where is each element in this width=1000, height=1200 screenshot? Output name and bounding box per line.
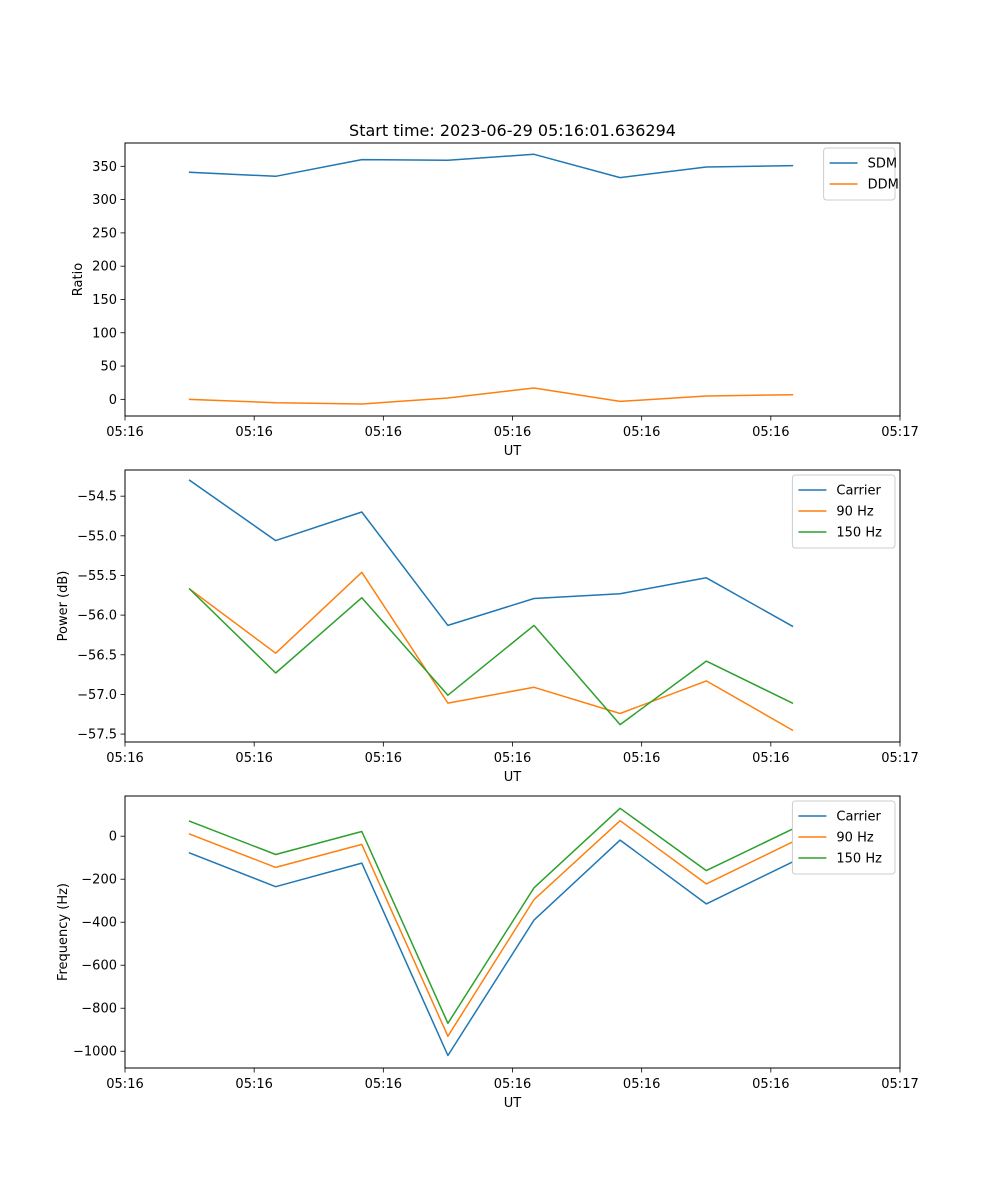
y-tick-label: 350 xyxy=(92,160,117,175)
x-tick-label: 05:16 xyxy=(752,425,789,440)
series-line-sdm xyxy=(188,153,794,179)
y-axis-label: Power (dB) xyxy=(56,571,71,642)
x-axis-label: UT xyxy=(504,770,522,785)
y-tick-label: −56.5 xyxy=(77,648,117,663)
x-tick-label: 05:17 xyxy=(881,751,918,766)
x-tick-label: 05:17 xyxy=(881,1077,918,1092)
x-tick-label: 05:16 xyxy=(106,751,143,766)
x-tick-label: 05:16 xyxy=(235,751,272,766)
legend-label: 90 Hz xyxy=(836,831,873,846)
series-line-150-hz xyxy=(188,587,794,726)
x-tick-label: 05:16 xyxy=(494,751,531,766)
x-tick-label: 05:16 xyxy=(623,425,660,440)
y-tick-label: −56.0 xyxy=(77,609,117,624)
legend-label: 150 Hz xyxy=(836,526,882,541)
series-line-90-hz xyxy=(188,571,794,732)
y-tick-label: 100 xyxy=(92,326,117,341)
y-tick-label: −800 xyxy=(81,1002,117,1017)
series-line-90-hz xyxy=(188,819,794,1037)
series-line-carrier xyxy=(188,839,794,1057)
x-tick-label: 05:16 xyxy=(623,1077,660,1092)
legend-label: Carrier xyxy=(836,484,881,499)
legend-label: 150 Hz xyxy=(836,852,882,867)
y-tick-label: −400 xyxy=(81,916,117,931)
x-tick-label: 05:16 xyxy=(752,1077,789,1092)
x-tick-label: 05:16 xyxy=(365,751,402,766)
x-tick-label: 05:17 xyxy=(881,425,918,440)
x-tick-label: 05:16 xyxy=(235,1077,272,1092)
y-axis-label: Ratio xyxy=(71,263,86,296)
x-axis-label: UT xyxy=(504,444,522,459)
y-tick-label: −55.5 xyxy=(77,569,117,584)
x-tick-label: 05:16 xyxy=(235,425,272,440)
legend-label: SDM xyxy=(868,157,897,172)
x-tick-label: 05:16 xyxy=(365,1077,402,1092)
y-tick-label: −57.0 xyxy=(77,688,117,703)
y-tick-label: 150 xyxy=(92,293,117,308)
y-tick-label: −54.5 xyxy=(77,490,117,505)
x-tick-label: 05:16 xyxy=(365,425,402,440)
legend: Carrier 90 Hz 150 Hz xyxy=(791,800,896,875)
legend-label: 90 Hz xyxy=(836,505,873,520)
legend-box xyxy=(791,800,896,875)
legend: Carrier 90 Hz 150 Hz xyxy=(791,474,896,549)
x-tick-label: 05:16 xyxy=(494,1077,531,1092)
series-line-ddm xyxy=(188,387,794,405)
y-tick-label: 0 xyxy=(109,830,117,845)
y-tick-label: −600 xyxy=(81,959,117,974)
legend: SDM DDM xyxy=(823,147,899,201)
chart-panel-2: 05:16 05:16 05:16 05:16 05:16 05:16 05:17 −54.5… xyxy=(56,469,919,785)
x-axis-label: UT xyxy=(504,1096,522,1111)
series-line-150-hz xyxy=(188,807,794,1025)
y-axis-label: Frequency (Hz) xyxy=(56,883,71,981)
y-tick-label: −57.5 xyxy=(77,728,117,743)
y-tick-label: −200 xyxy=(81,873,117,888)
x-tick-label: 05:16 xyxy=(623,751,660,766)
figure-title: Start time: 2023-06-29 05:16:01.636294 xyxy=(349,121,676,140)
x-tick-label: 05:16 xyxy=(106,425,143,440)
x-tick-label: 05:16 xyxy=(494,425,531,440)
legend-box xyxy=(791,474,896,549)
y-tick-label: 250 xyxy=(92,226,117,241)
series-line-carrier xyxy=(188,479,794,628)
legend-label: Carrier xyxy=(836,810,881,825)
legend-box xyxy=(823,147,896,201)
y-tick-label: 200 xyxy=(92,260,117,275)
x-tick-label: 05:16 xyxy=(752,751,789,766)
y-tick-label: 300 xyxy=(92,193,117,208)
y-tick-label: −1000 xyxy=(73,1045,117,1060)
x-tick-label: 05:16 xyxy=(106,1077,143,1092)
chart-panel-3: 05:16 05:16 05:16 05:16 05:16 05:16 05:17 0 −200… xyxy=(56,795,919,1111)
y-tick-label: 0 xyxy=(109,393,117,408)
y-tick-label: 50 xyxy=(100,360,117,375)
chart-panel-1: 05:16 05:16 05:16 05:16 05:16 05:16 05:17 0 50 10… xyxy=(71,142,919,459)
legend-label: DDM xyxy=(868,178,899,193)
y-tick-label: −55.0 xyxy=(77,529,117,544)
